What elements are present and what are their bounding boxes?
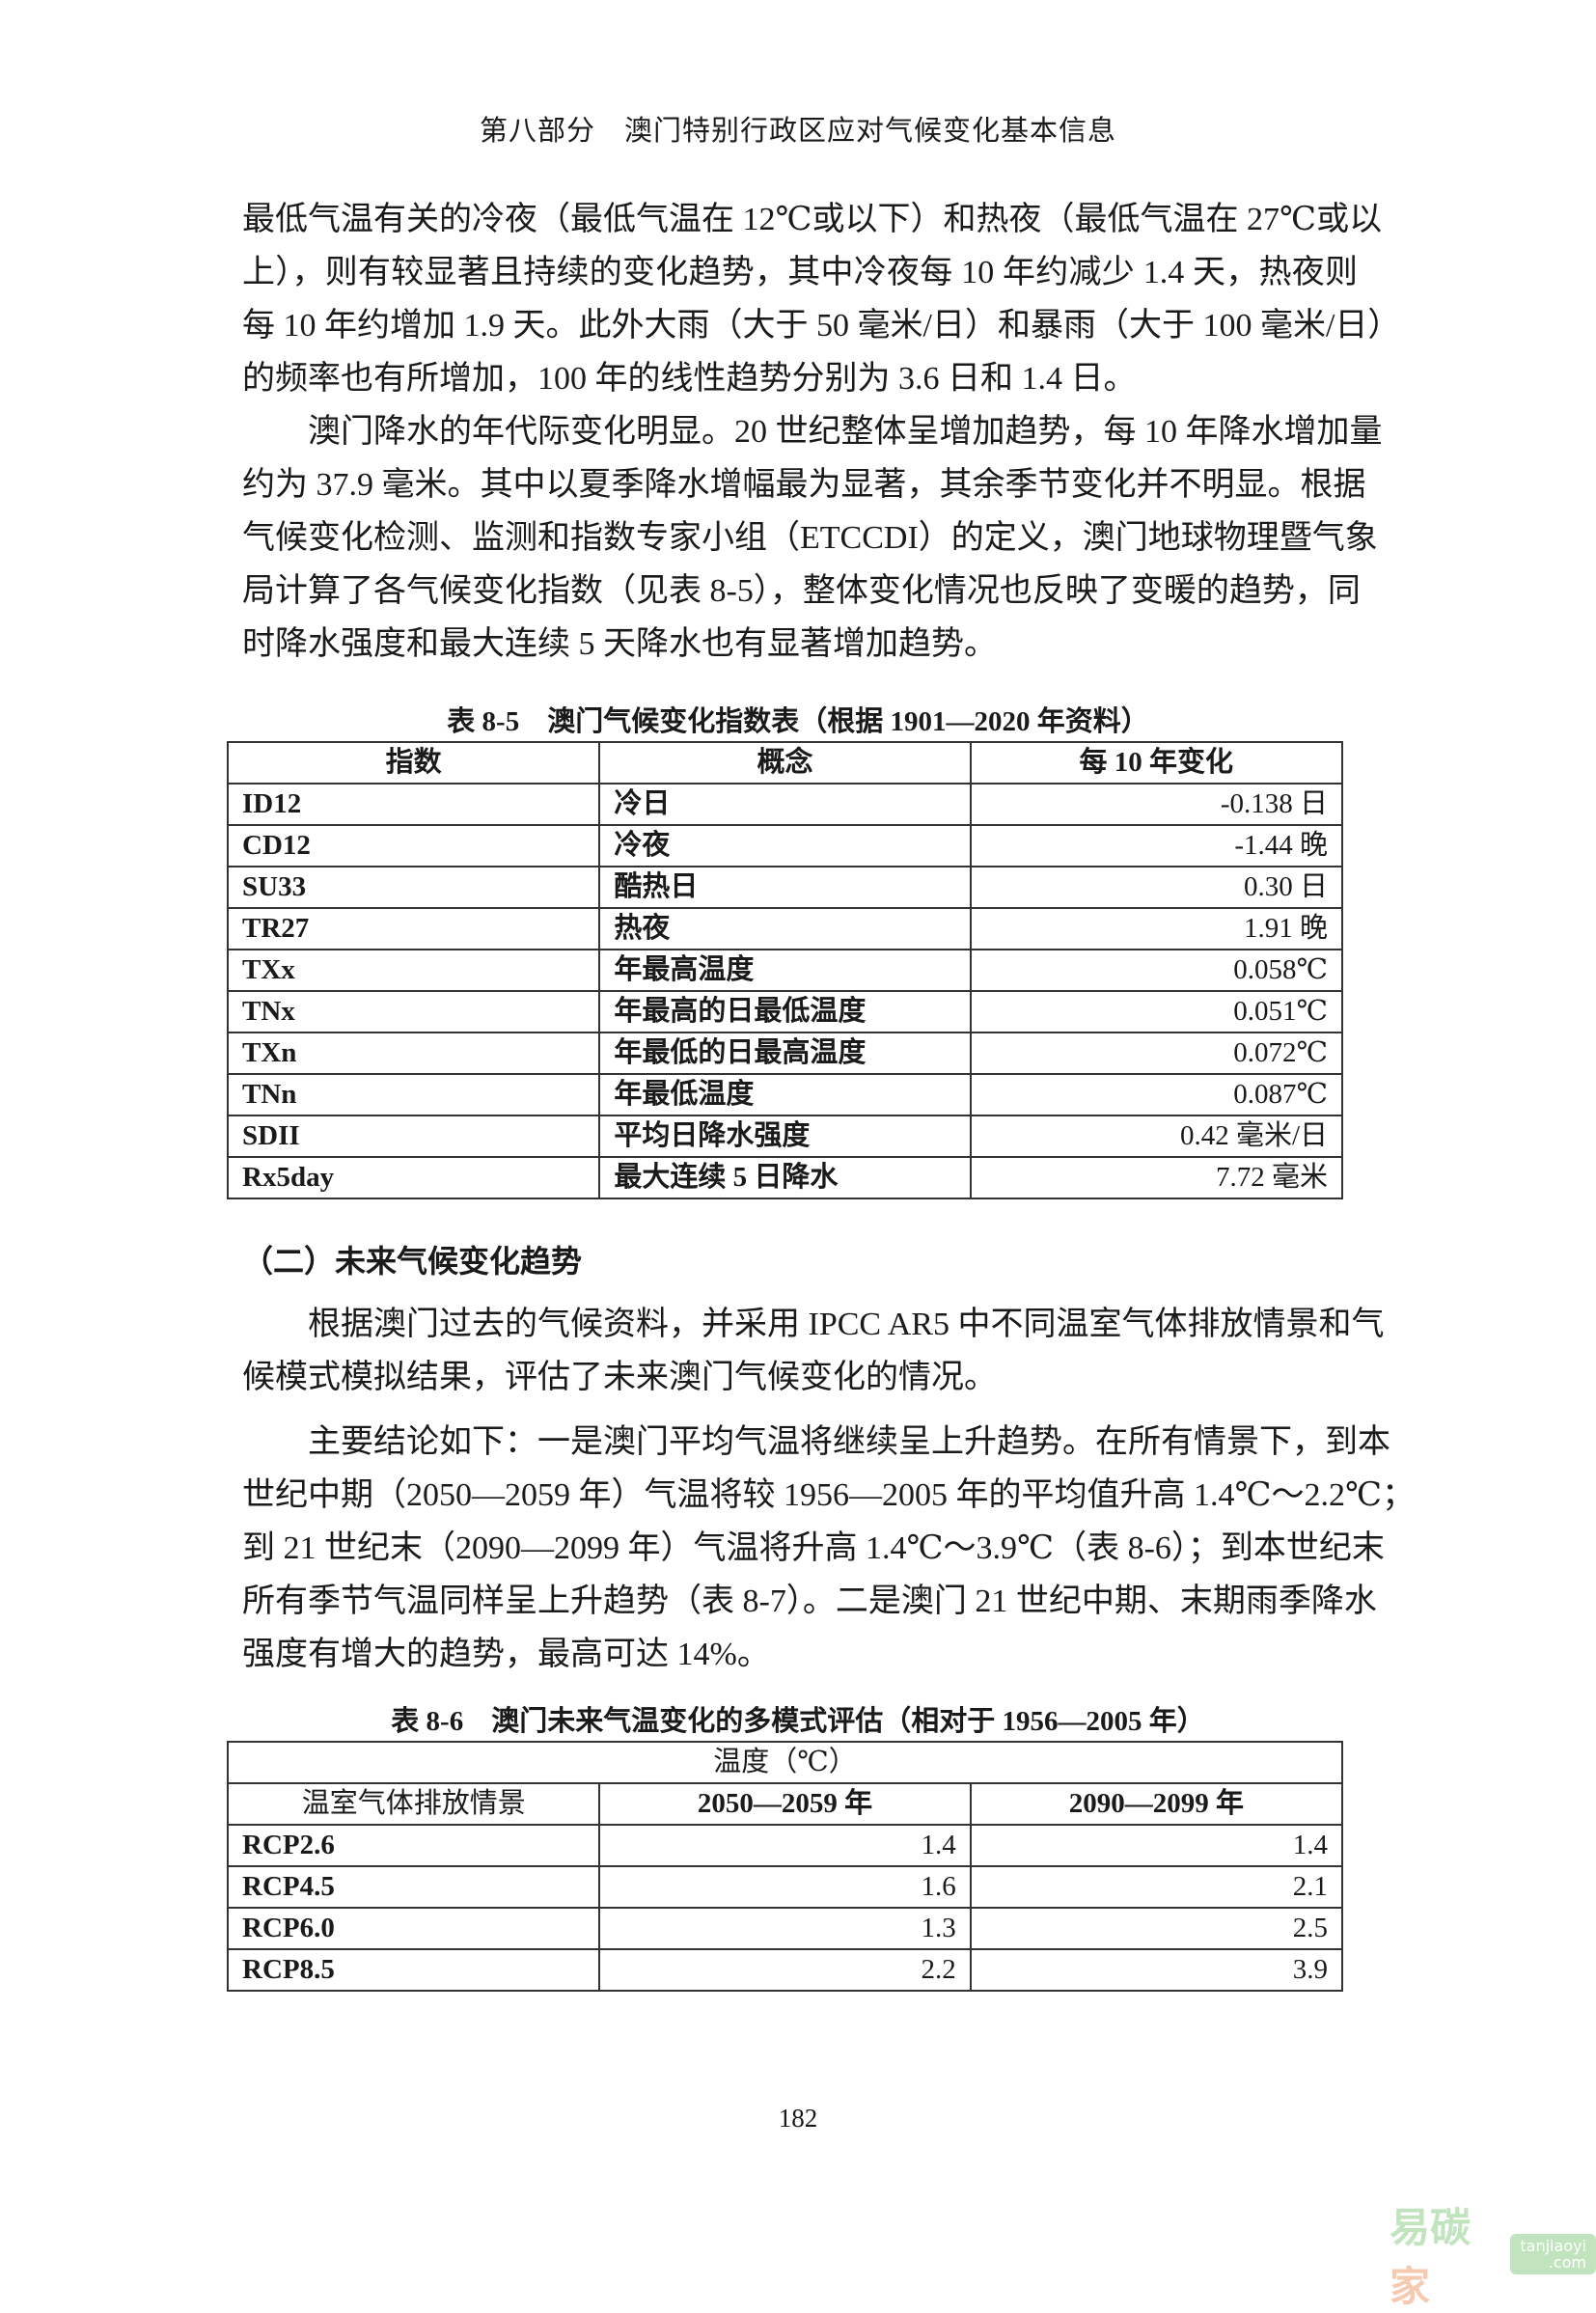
table-cell: -0.138 日: [969, 783, 1344, 826]
table-cell: 0.072℃: [969, 1032, 1344, 1075]
paragraph-4: 主要结论如下：一是澳门平均气温将继续呈上升趋势。在所有情景下，到本世纪中期（20…: [242, 1416, 1416, 1681]
table-cell: TR27: [226, 907, 601, 950]
table-cell: 1.91 晚: [969, 907, 1344, 950]
text-line: 澳门降水的年代际变化明显。20 世纪整体呈增加趋势，每 10 年降水增加量: [308, 414, 1383, 450]
table-cell: 1.4: [969, 1824, 1344, 1867]
table-cell: 0.087℃: [969, 1073, 1344, 1116]
text-line: 约为 37.9 毫米。其中以夏季降水增幅最为显著，其余季节变化并不明显。根据: [242, 467, 1366, 503]
table-row: TXx 年最高温度 0.058℃: [226, 949, 1344, 992]
paragraph-1: 最低气温有关的冷夜（最低气温在 12℃或以下）和热夜（最低气温在 27℃或以 上）…: [242, 193, 1401, 405]
table-cell: 酷热日: [598, 866, 972, 909]
watermark-domain: tanjiaoyi .com: [1510, 2234, 1596, 2274]
table-cell: 2090—2099 年: [969, 1782, 1344, 1826]
table-cell: 3.9: [969, 1948, 1344, 1992]
paragraph-2: 澳门降水的年代际变化明显。20 世纪整体呈增加趋势，每 10 年降水增加量约为 …: [242, 405, 1383, 671]
table-cell: 年最低温度: [598, 1073, 972, 1116]
text-line: 候模式模拟结果，评估了未来澳门气候变化的情况。: [242, 1360, 997, 1395]
table-cell: 温度（℃）: [227, 1741, 1343, 1784]
text-line: 时降水强度和最大连续 5 天降水也有显著增加趋势。: [242, 626, 997, 662]
table-cell: 2050—2059 年: [598, 1782, 972, 1826]
table-header-row: 温室气体排放情景 2050—2059 年 2090—2099 年: [226, 1782, 1344, 1826]
table-row: CD12 冷夜 -1.44 晚: [226, 824, 1344, 867]
table-row: SDII 平均日降水强度 0.42 毫米/日: [226, 1115, 1344, 1158]
table-row: RCP6.0 1.3 2.5: [226, 1907, 1344, 1950]
table-cell: ID12: [226, 783, 601, 826]
text-line: 到 21 世纪末（2090—2099 年）气温将升高 1.4℃～3.9℃（表 8…: [242, 1530, 1385, 1566]
table-cell: 最大连续 5 日降水: [598, 1156, 972, 1199]
text-line: 所有季节气温同样呈上升趋势（表 8-7）。二是澳门 21 世纪中期、末期雨季降水: [242, 1583, 1377, 1619]
table-cell: 0.058℃: [969, 949, 1344, 992]
table-cell: 冷夜: [598, 824, 972, 867]
table-cell: 0.42 毫米/日: [969, 1115, 1344, 1158]
table-row: TR27 热夜 1.91 晚: [226, 907, 1344, 950]
table-cell: 冷日: [598, 783, 972, 826]
table-cell: RCP2.6: [226, 1824, 601, 1867]
table-row: SU33 酷热日 0.30 日: [226, 866, 1344, 909]
table-cell: 热夜: [598, 907, 972, 950]
table-cell: 年最高的日最低温度: [598, 990, 972, 1033]
table-cell: 1.3: [598, 1907, 972, 1950]
table-cell: 每 10 年变化: [969, 741, 1344, 785]
text-line: 气候变化检测、监测和指数专家小组（ETCCDI）的定义，澳门地球物理暨气象: [242, 520, 1378, 556]
table-cell: 0.30 日: [969, 866, 1344, 909]
paragraph-3: 根据澳门过去的气候资料，并采用 IPCC AR5 中不同温室气体排放情景和气候模…: [242, 1298, 1385, 1404]
watermark-brand: 易碳家: [1390, 2204, 1472, 2310]
section-subheading: （二）未来气候变化趋势: [242, 1243, 583, 1280]
table-group-header-row: 温度（℃）: [227, 1741, 1343, 1784]
table-cell: TXn: [226, 1032, 601, 1075]
table-8-6: 温度（℃） 温室气体排放情景 2050—2059 年 2090—2099 年 RCP2.…: [226, 1741, 1344, 1992]
text-line: 世纪中期（2050—2059 年）气温将较 1956—2005 年的平均值升高 …: [242, 1477, 1416, 1513]
table-8-6-caption: 表 8-6 澳门未来气温变化的多模式评估（相对于 1956—2005 年）: [391, 1706, 1205, 1737]
table-row: RCP8.5 2.2 3.9: [226, 1948, 1344, 1992]
text-line: 局计算了各气候变化指数（见表 8-5），整体变化情况也反映了变暖的趋势，同: [242, 573, 1361, 609]
table-row: TNn 年最低温度 0.087℃: [226, 1073, 1344, 1116]
table-cell: 概念: [598, 741, 972, 785]
table-cell: 1.6: [598, 1865, 972, 1909]
table-cell: -1.44 晚: [969, 824, 1344, 867]
table-row: TNx 年最高的日最低温度 0.051℃: [226, 990, 1344, 1033]
table-cell: 0.051℃: [969, 990, 1344, 1033]
table-row: RCP2.6 1.4 1.4: [226, 1824, 1344, 1867]
text-line: 的频率也有所增加，100 年的线性趋势分别为 3.6 日和 1.4 日。: [242, 361, 1137, 397]
text-line: 最低气温有关的冷夜（最低气温在 12℃或以下）和热夜（最低气温在 27℃或以: [242, 202, 1383, 237]
table-8-5-caption: 表 8-5 澳门气候变化指数表（根据 1901—2020 年资料）: [447, 706, 1149, 737]
table-header-row: 指数 概念每 10 年变化: [226, 741, 1344, 785]
table-cell: 温室气体排放情景: [226, 1782, 601, 1826]
table-cell: RCP6.0: [226, 1907, 601, 1950]
table-cell: 2.5: [969, 1907, 1344, 1950]
table-row: ID12 冷日 -0.138 日: [226, 783, 1344, 826]
table-cell: TNx: [226, 990, 601, 1033]
table-cell: CD12: [226, 824, 601, 867]
table-cell: 指数: [226, 741, 601, 785]
table-cell: 2.1: [969, 1865, 1344, 1909]
table-cell: SU33: [226, 866, 601, 909]
text-line: 上），则有较显著且持续的变化趋势，其中冷夜每 10 年约减少 1.4 天，热夜则: [242, 255, 1358, 290]
table-row: RCP4.5 1.6 2.1: [226, 1865, 1344, 1909]
text-line: 每 10 年约增加 1.9 天。此外大雨（大于 50 毫米/日）和暴雨（大于 1…: [242, 308, 1401, 344]
table-cell: 年最低的日最高温度: [598, 1032, 972, 1075]
page-number: 182: [778, 2104, 818, 2133]
table-cell: 年最高温度: [598, 949, 972, 992]
watermark-logo: 易碳家 tanjiaoyi .com: [1390, 2195, 1596, 2313]
table-cell: 1.4: [598, 1824, 972, 1867]
table-cell: 7.72 毫米: [969, 1156, 1344, 1199]
table-cell: RCP4.5: [226, 1865, 601, 1909]
table-cell: 平均日降水强度: [598, 1115, 972, 1158]
table-row: Rx5day 最大连续 5 日降水 7.72 毫米: [226, 1156, 1344, 1199]
table-cell: RCP8.5: [226, 1948, 601, 1992]
table-cell: SDII: [226, 1115, 601, 1158]
text-line: 强度有增大的趋势，最高可达 14%。: [242, 1637, 770, 1672]
table-cell: TNn: [226, 1073, 601, 1116]
text-line: 根据澳门过去的气候资料，并采用 IPCC AR5 中不同温室气体排放情景和气: [308, 1307, 1385, 1342]
running-header: 第八部分 澳门特别行政区应对气候变化基本信息: [479, 116, 1116, 147]
table-cell: TXx: [226, 949, 601, 992]
table-cell: Rx5day: [226, 1156, 601, 1199]
table-cell: 2.2: [598, 1948, 972, 1992]
table-row: TXn 年最低的日最高温度 0.072℃: [226, 1032, 1344, 1075]
text-line: 主要结论如下：一是澳门平均气温将继续呈上升趋势。在所有情景下，到本: [308, 1424, 1390, 1460]
